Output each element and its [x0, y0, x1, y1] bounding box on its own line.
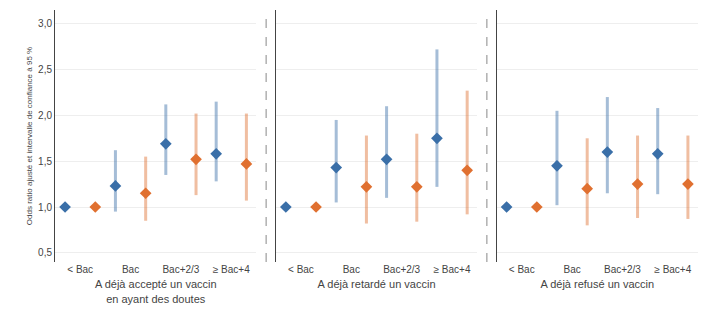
svg-text:3,0: 3,0	[38, 18, 52, 29]
svg-text:0,5: 0,5	[38, 247, 52, 258]
svg-text:A déjà refusé un vaccin: A déjà refusé un vaccin	[540, 278, 654, 290]
svg-text:1,5: 1,5	[38, 156, 52, 167]
svg-text:< Bac: < Bac	[288, 264, 314, 275]
svg-text:1,0: 1,0	[38, 202, 52, 213]
svg-text:2,5: 2,5	[38, 64, 52, 75]
svg-text:Odds ratio ajusté et intervall: Odds ratio ajusté et intervalle de confi…	[25, 47, 34, 225]
svg-text:Bac+2/3: Bac+2/3	[383, 264, 420, 275]
svg-text:2,0: 2,0	[38, 110, 52, 121]
svg-text:Bac+2/3: Bac+2/3	[604, 264, 641, 275]
svg-text:≥ Bac+4: ≥ Bac+4	[654, 264, 691, 275]
svg-text:< Bac: < Bac	[67, 264, 93, 275]
svg-text:≥ Bac+4: ≥ Bac+4	[213, 264, 250, 275]
svg-text:< Bac: < Bac	[509, 264, 535, 275]
svg-text:Bac: Bac	[563, 264, 580, 275]
svg-text:A déjà retardé un vaccin: A déjà retardé un vaccin	[317, 278, 435, 290]
svg-text:Bac+2/3: Bac+2/3	[162, 264, 199, 275]
svg-text:Bac: Bac	[343, 264, 360, 275]
svg-text:Bac: Bac	[122, 264, 139, 275]
svg-text:≥ Bac+4: ≥ Bac+4	[434, 264, 471, 275]
svg-text:A déjà accepté un vaccinen aya: A déjà accepté un vaccinen ayant des dou…	[95, 278, 217, 304]
